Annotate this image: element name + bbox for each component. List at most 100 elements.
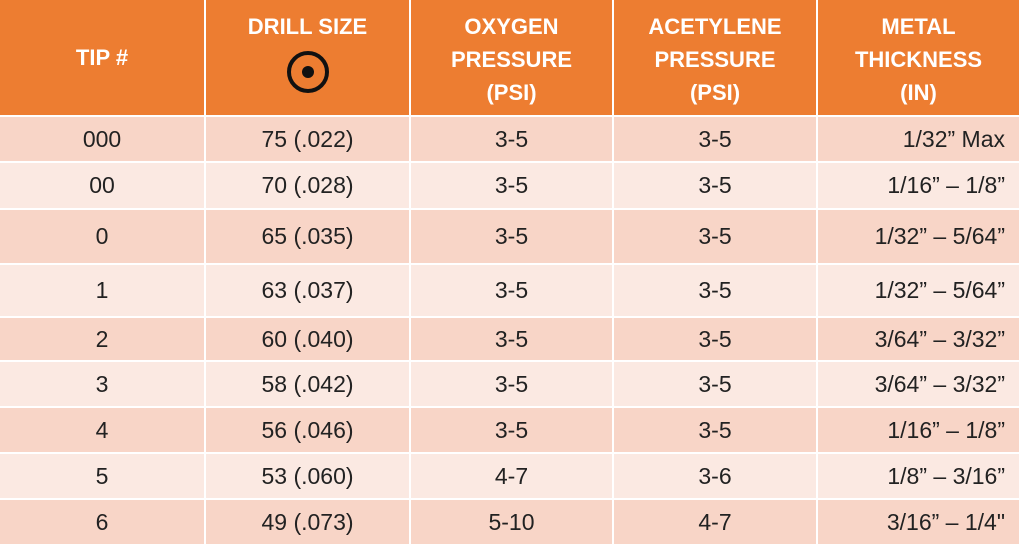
cell-text: 5-10 xyxy=(488,508,535,535)
cell-text: 3-5 xyxy=(698,370,732,397)
table-cell: 53 (.060) xyxy=(206,454,409,498)
cell-text: 3/16” – 1/4" xyxy=(886,508,1005,535)
cell-text: 4-7 xyxy=(494,462,529,489)
cell-text: PRESSURE xyxy=(450,47,573,72)
cell-text: 53 (.060) xyxy=(261,462,354,489)
cell-text: 3 xyxy=(95,370,109,397)
cell-text: PRESSURE xyxy=(654,47,776,72)
cell-text: 3-5 xyxy=(494,125,529,152)
cell-text: 1 xyxy=(95,277,109,303)
table-cell: 75 (.022) xyxy=(206,117,409,161)
cell-text: 3-5 xyxy=(698,125,732,152)
table-cell: 3/16” – 1/4" xyxy=(818,500,1019,544)
table-cell: 3-5 xyxy=(411,210,612,263)
table-cell: 4 xyxy=(0,408,204,452)
cell-text: 3/64” – 3/32” xyxy=(874,370,1005,397)
header-cell: DRILL SIZE xyxy=(206,0,409,115)
table-cell: 5-10 xyxy=(411,500,612,544)
cell-text: 1/32” – 5/64” xyxy=(874,277,1005,303)
cell-text: 5 xyxy=(95,462,109,489)
cell-text: 58 (.042) xyxy=(261,370,354,397)
cell-text: 3-5 xyxy=(698,277,732,303)
table-cell: 3-5 xyxy=(614,163,816,208)
cell-text: 1/16” – 1/8” xyxy=(887,416,1005,443)
cell-text: (PSI) xyxy=(486,80,537,105)
cell-text: OXYGEN xyxy=(464,14,559,39)
cell-text: 65 (.035) xyxy=(261,223,354,249)
table-cell: 1 xyxy=(0,265,204,316)
cell-text: TIP # xyxy=(75,45,129,70)
table-cell: 3-5 xyxy=(411,408,612,452)
table-cell: 58 (.042) xyxy=(206,362,409,406)
table-cell: 1/32” Max xyxy=(818,117,1019,161)
cell-text: 1/32” Max xyxy=(902,125,1005,152)
cell-text: 3-5 xyxy=(494,277,529,303)
table-cell: 3-5 xyxy=(614,318,816,360)
table-cell: 3-5 xyxy=(614,408,816,452)
cell-text: (PSI) xyxy=(689,80,741,105)
cell-text: 56 (.046) xyxy=(261,416,354,443)
cell-text: 3-5 xyxy=(494,172,529,198)
table-cell: 5 xyxy=(0,454,204,498)
table-cell: 70 (.028) xyxy=(206,163,409,208)
cell-text: ACETYLENE xyxy=(648,14,782,39)
cell-text: 3-5 xyxy=(494,416,529,443)
table-cell: 56 (.046) xyxy=(206,408,409,452)
table-cell: 49 (.073) xyxy=(206,500,409,544)
table-cell: 1/8” – 3/16” xyxy=(818,454,1019,498)
table-cell: 65 (.035) xyxy=(206,210,409,263)
table-cell: 1/16” – 1/8” xyxy=(818,408,1019,452)
cell-text: 49 (.073) xyxy=(261,508,354,535)
table-cell: 3-6 xyxy=(614,454,816,498)
cell-text: 0 xyxy=(95,223,109,249)
table-cell: 3/64” – 3/32” xyxy=(818,362,1019,406)
cell-text: 6 xyxy=(95,508,109,535)
drill-icon xyxy=(286,51,329,93)
table-cell: 3-5 xyxy=(614,117,816,161)
table-cell: 00 xyxy=(0,163,204,208)
header-cell: ACETYLENE PRESSURE (PSI) xyxy=(614,0,816,115)
cell-text: 1/16” – 1/8” xyxy=(887,172,1005,198)
table-cell: 4-7 xyxy=(411,454,612,498)
cell-text: 60 (.040) xyxy=(261,325,354,352)
header-cell: METAL THICKNESS (IN) xyxy=(818,0,1019,115)
cell-text: 3-5 xyxy=(698,416,732,443)
cell-text: 3-5 xyxy=(698,325,732,352)
table-cell: 1/32” – 5/64” xyxy=(818,265,1019,316)
table-cell: 0 xyxy=(0,210,204,263)
cell-text: 4-7 xyxy=(698,508,732,535)
cell-text: 1/8” – 3/16” xyxy=(887,462,1005,489)
cell-text: 3-5 xyxy=(698,223,732,249)
cell-text: METAL xyxy=(881,14,956,39)
table-cell: 3-5 xyxy=(614,210,816,263)
table-cell: 3-5 xyxy=(411,117,612,161)
cell-text: 63 (.037) xyxy=(261,277,354,303)
cell-text: 3-5 xyxy=(494,325,529,352)
table-cell: 3-5 xyxy=(614,265,816,316)
table-cell: 3 xyxy=(0,362,204,406)
header-cell: OXYGEN PRESSURE (PSI) xyxy=(411,0,612,115)
table-cell: 6 xyxy=(0,500,204,544)
table-cell: 4-7 xyxy=(614,500,816,544)
cell-text: 3-5 xyxy=(494,223,529,249)
cell-text: 3-5 xyxy=(494,370,529,397)
cell-text: 00 xyxy=(89,172,115,198)
cell-text: (IN) xyxy=(900,80,937,105)
table-cell: 3-5 xyxy=(411,163,612,208)
table-cell: 3-5 xyxy=(614,362,816,406)
table-cell: 3-5 xyxy=(411,362,612,406)
cell-text: 000 xyxy=(82,125,122,152)
header-cell: TIP # xyxy=(0,0,204,115)
cell-text: 75 (.022) xyxy=(261,125,354,152)
table-cell: 3-5 xyxy=(411,318,612,360)
cell-text: 1/32” – 5/64” xyxy=(874,223,1005,249)
cell-text: DRILL SIZE xyxy=(247,14,368,39)
table-cell: 000 xyxy=(0,117,204,161)
cell-text: 3-6 xyxy=(698,462,732,489)
table-cell: 3/64” – 3/32” xyxy=(818,318,1019,360)
table-cell: 1/32” – 5/64” xyxy=(818,210,1019,263)
cell-text: 70 (.028) xyxy=(261,172,354,198)
table-cell: 1/16” – 1/8” xyxy=(818,163,1019,208)
cell-text: THICKNESS xyxy=(854,47,983,72)
